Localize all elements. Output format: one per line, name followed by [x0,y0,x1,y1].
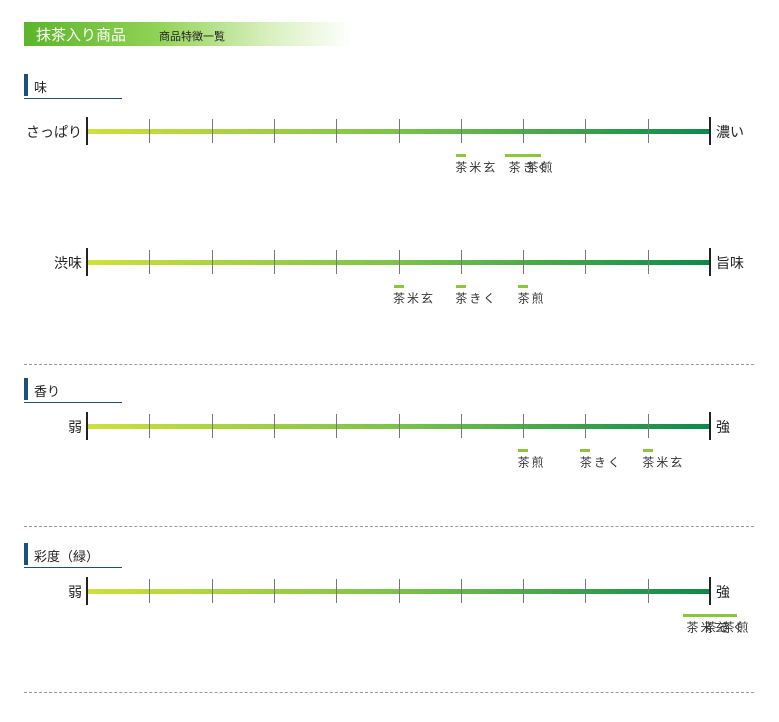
scale-bar [87,129,710,134]
marker-underline [455,154,466,157]
scale-right-label: 強 [716,420,730,436]
scale-tick [336,250,337,274]
scale-color-strength: 弱 強 煎茶 くき茶 玄米茶 [0,577,779,633]
tea-label: くき茶 [507,161,550,173]
scale-tick [274,579,275,603]
scale-end-cap [86,248,88,276]
scale-tick [212,579,213,603]
tea-label: くき茶 [578,456,621,468]
scale-tick [648,579,649,603]
scale-bar [87,424,710,429]
scale-light-rich: さっぱり 濃い 玄米茶 煎茶 くき茶 [0,117,779,173]
section-title: 香り [34,385,61,400]
scale-tick [585,579,586,603]
scale-tick [149,414,150,438]
scale-bitter-umami: 渋味 旨味 玄米茶 くき茶 煎茶 [0,248,779,304]
scale-right-label: 旨味 [716,256,744,272]
tea-label: 煎茶 [516,292,545,304]
scale-tick [399,119,400,143]
scale-tick [585,119,586,143]
tea-label: 玄米茶 [453,161,496,173]
section-divider [24,526,754,527]
scale-right-label: 強 [716,585,730,601]
scale-right-label: 濃い [716,125,744,141]
scale-left-label: 弱 [68,585,82,601]
scale-tick [648,119,649,143]
scale-end-cap [709,117,711,145]
scale-end-cap [86,412,88,440]
tea-label: 煎茶 [525,161,554,173]
scale-end-cap [709,412,711,440]
scale-aroma-strength: 弱 強 煎茶 くき茶 玄米茶 [0,412,779,468]
section-color: 彩度（緑） [24,541,122,568]
scale-tick [461,414,462,438]
tea-label: 玄米茶 [640,456,683,468]
tea-label: 煎茶 [516,456,545,468]
page-header: 抹茶入り商品 商品特徴一覧 [24,22,352,46]
scale-left-label: 弱 [68,420,82,436]
scale-tick [149,119,150,143]
scale-tick [648,250,649,274]
scale-tick [461,250,462,274]
scale-tick [212,119,213,143]
section-taste: 味 [24,72,122,99]
scale-tick [212,414,213,438]
scale-left-label: さっぱり [26,125,82,141]
scale-tick [523,119,524,143]
marker-underline [518,449,529,452]
tea-label: 玄米茶 [391,292,434,304]
scale-bar [87,260,710,265]
marker-underline [393,285,404,288]
scale-bar [87,589,710,594]
section-divider [24,692,754,693]
scale-left-label: 渋味 [54,256,82,272]
section-divider [24,364,754,365]
tea-label: 煎茶 [721,621,749,633]
scale-end-cap [86,117,88,145]
scale-tick [274,119,275,143]
section-title: 味 [34,81,48,96]
scale-tick [149,250,150,274]
scale-tick [523,579,524,603]
marker-underline [642,449,653,452]
scale-tick [149,579,150,603]
marker-underline [518,285,529,288]
scale-tick [274,250,275,274]
scale-tick [585,250,586,274]
scale-tick [523,250,524,274]
section-title: 彩度（緑） [34,550,100,565]
tea-label: 玄米茶 [685,621,727,633]
scale-tick [585,414,586,438]
tea-label: くき茶 [703,621,745,633]
tea-label: くき茶 [453,292,496,304]
scale-end-cap [709,577,711,605]
scale-tick [212,250,213,274]
page-subtitle: 商品特徴一覧 [159,30,225,43]
scale-tick [399,579,400,603]
scale-tick [274,414,275,438]
scale-tick [336,119,337,143]
scale-tick [461,579,462,603]
scale-tick [336,414,337,438]
marker-underline [455,285,466,288]
scale-tick [648,414,649,438]
marker-underline [580,449,591,452]
section-aroma: 香り [24,376,122,403]
scale-tick [399,250,400,274]
scale-end-cap [86,577,88,605]
scale-tick [523,414,524,438]
marker-underline [683,614,737,617]
marker-underline [505,154,542,157]
page-title: 抹茶入り商品 [36,26,127,44]
scale-end-cap [709,248,711,276]
scale-tick [336,579,337,603]
scale-tick [399,414,400,438]
scale-tick [461,119,462,143]
